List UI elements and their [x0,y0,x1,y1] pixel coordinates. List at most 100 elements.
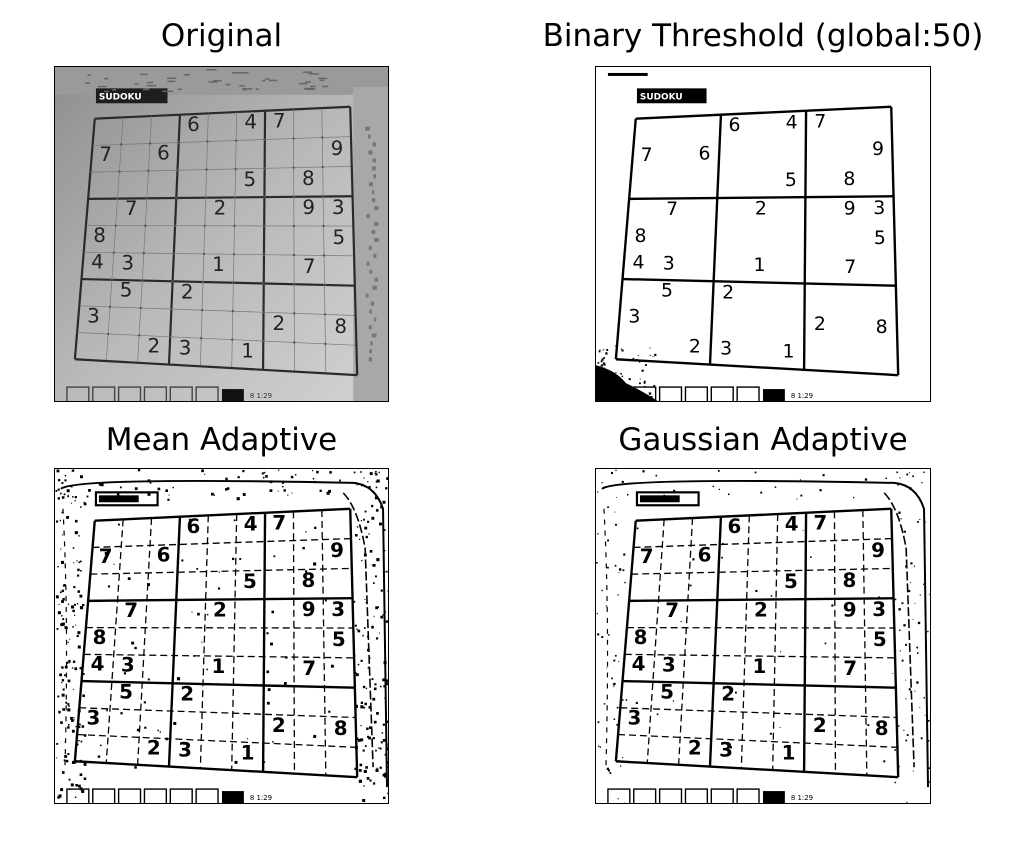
sudoku-digit: 5 [332,628,346,651]
page-bottom-strip: 8 1:29 [607,788,813,803]
sudoku-digit: 9 [872,138,884,160]
panel-title: Original [160,18,283,54]
sudoku-digit: 7 [843,657,857,680]
footer-text: 8 1:29 [250,392,272,400]
sudoku-digit: 2 [273,312,286,335]
footer-text: 8 1:29 [791,392,813,400]
sudoku-digit: 2 [689,336,701,358]
sudoku-digit: 8 [876,316,888,338]
sudoku-digit: 2 [272,714,286,737]
sudoku-digit: 7 [813,511,827,534]
sudoku-digit: 7 [99,143,112,166]
sudoku-digit: 9 [331,137,344,160]
sudoku-digit: 7 [272,511,286,534]
sudoku-digit: 2 [147,737,161,760]
svg-text:SUDOKU: SUDOKU [640,92,683,102]
page-bottom-strip: 8 1:29 [66,386,272,401]
sudoku-digit: 6 [728,515,742,538]
sudoku-digit: 3 [662,653,676,676]
sudoku-digit: 1 [753,254,765,276]
threshold-noise [55,469,388,803]
footer-text: 8 1:29 [250,794,272,802]
sudoku-digit: 2 [754,599,768,622]
sudoku-digit: 7 [99,545,113,568]
sudoku-digit: 7 [666,198,678,220]
sudoku-digit: 3 [663,252,675,274]
sudoku-digit: 3 [121,653,135,676]
sudoku-digit: 1 [783,341,795,363]
sudoku-digit: 4 [91,251,104,274]
sudoku-digit: 7 [303,255,316,278]
sudoku-digit: 4 [91,653,105,676]
sudoku-digit: 4 [786,112,798,134]
sudoku-digit: 8 [634,626,648,649]
sudoku-digit: 1 [782,742,796,765]
sudoku-digit: 8 [93,626,107,649]
panel-original: Original SUDOKU 6 4 7 7 6 9 5 8 7 2 9 3 8 5 4 3 1 7 5 2 3 2 8 2 3… [54,0,389,402]
panel-title: Gaussian Adaptive [618,422,908,458]
sudoku-digit: 6 [187,113,200,136]
sudoku-digit: 1 [212,655,226,678]
sudoku-digit: 7 [844,256,856,278]
sudoku-digits: 6 4 77 6 95 87 2 9 38 54 3 1 75 23 2 82 3 1 [87,109,347,362]
sudoku-digit: 2 [213,599,227,622]
sudoku-digit: 4 [633,252,645,274]
binary-threshold-image: SUDOKU 6 4 7 7 6 9 5 8 7 2 9 3 8 5 4 3 1 7 5 2 3 2 8 2 3 1 8 1:29 [595,66,931,402]
sudoku-digit: 2 [813,714,827,737]
sudoku-digits: 6 4 77 6 95 87 2 9 38 54 3 1 75 23 2 82 3 1 [628,511,889,764]
panel-title: Binary Threshold (global:50) [542,18,984,54]
sudoku-digit: 9 [844,197,856,219]
sudoku-digit: 7 [302,657,316,680]
sudoku-digit: 3 [872,598,886,621]
sudoku-digit: 7 [814,110,826,132]
sudoku-digit: 9 [843,598,857,621]
panel-title: Mean Adaptive [105,422,338,458]
sudoku-grid [73,507,359,779]
sudoku-digit: 9 [871,539,885,562]
sudoku-digit: 1 [241,340,254,363]
sudoku-digit: 3 [628,305,640,327]
sudoku-digit: 2 [181,280,194,303]
sudoku-digit: 4 [785,513,799,536]
sudoku-digit: 2 [814,313,826,335]
sudoku-digit: 1 [212,253,225,276]
sudoku-digit: 6 [157,142,170,165]
sudoku-digit: 4 [244,513,258,536]
sudoku-digit: 3 [628,706,642,729]
sudoku-digit: 9 [302,598,316,621]
sudoku-digit: 8 [302,167,315,190]
sudoku-digit: 8 [635,225,647,247]
sudoku-digit: 3 [87,706,101,729]
sudoku-grid [614,507,900,779]
sudoku-digit: 2 [721,682,735,705]
sudoku-digit: 5 [119,681,133,704]
sudoku-digit: 4 [244,111,257,134]
sudoku-digit: 3 [331,598,345,621]
sudoku-digit: 3 [121,251,134,274]
sudoku-digits: 6 4 77 6 95 87 2 9 38 54 3 1 75 23 2 82 3 1 [87,511,348,764]
sudoku-digit: 8 [843,168,855,190]
sudoku-digit: 6 [699,143,711,165]
sudoku-digit: 3 [873,197,885,219]
sudoku-digit: 8 [842,569,856,592]
page-bottom-strip: 8 1:29 [66,788,272,803]
sudoku-digit: 9 [302,196,315,219]
sudoku-digit: 6 [187,515,201,538]
sudoku-digit: 3 [179,336,192,359]
sudoku-digit: 1 [753,655,767,678]
svg-text:SUDOKU: SUDOKU [99,92,142,102]
sudoku-logo: SUDOKU [95,88,168,104]
original-image: SUDOKU 6 4 7 7 6 9 5 8 7 2 9 3 8 5 4 3 1 7 5 2 3 2 8 2 3 1 8 1:29 [54,66,389,402]
sudoku-digit: 8 [334,315,347,338]
sudoku-digit: 7 [273,109,286,132]
sudoku-digit: 3 [720,337,732,359]
panel-binary-threshold: Binary Threshold (global:50) SUDOKU 6 4 7 7 6… [543,0,983,402]
threshold-noise [596,72,658,401]
sudoku-digit: 7 [125,197,138,220]
sudoku-logo: SUDOKU [636,88,707,104]
sudoku-digit: 8 [301,569,315,592]
